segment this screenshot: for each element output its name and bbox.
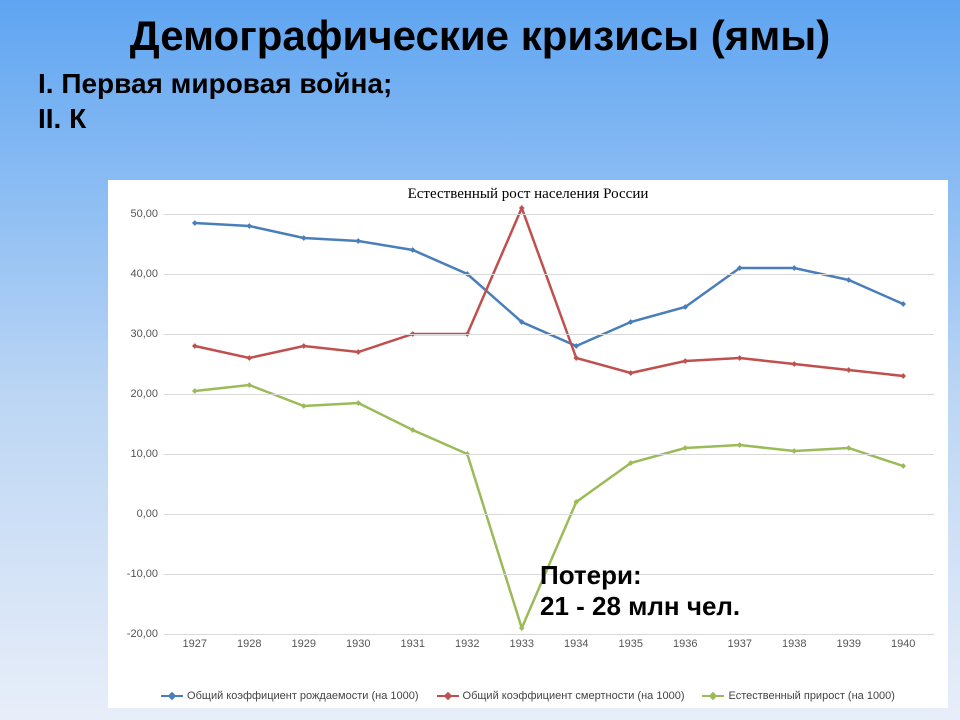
- y-tick-label: 10,00: [130, 448, 164, 460]
- legend-label: Общий коэффициент рождаемости (на 1000): [187, 690, 418, 702]
- x-tick-label: 1932: [455, 634, 479, 650]
- legend-item: Естественный прирост (на 1000): [702, 690, 894, 702]
- series-marker: [737, 355, 743, 361]
- chart-title: Естественный рост населения России: [108, 180, 948, 203]
- series-marker: [846, 445, 852, 451]
- x-tick-label: 1933: [510, 634, 534, 650]
- legend-item: Общий коэффициент смертности (на 1000): [437, 690, 685, 702]
- gridline: [164, 514, 934, 515]
- series-line: [195, 208, 903, 376]
- x-tick-label: 1929: [292, 634, 316, 650]
- series-marker: [737, 442, 743, 448]
- legend-swatch: [437, 695, 459, 697]
- series-marker: [846, 367, 852, 373]
- x-tick-label: 1934: [564, 634, 588, 650]
- series-marker: [791, 265, 797, 271]
- y-tick-label: 0,00: [137, 508, 164, 520]
- legend-label: Естественный прирост (на 1000): [728, 690, 894, 702]
- x-tick-label: 1930: [346, 634, 370, 650]
- series-marker: [355, 238, 361, 244]
- gridline: [164, 334, 934, 335]
- legend-swatch: [702, 695, 724, 697]
- annotation-line-1: Потери:: [540, 560, 740, 591]
- y-tick-label: -10,00: [127, 568, 164, 580]
- gridline: [164, 274, 934, 275]
- y-tick-label: 40,00: [130, 268, 164, 280]
- subtitle-block: I. Первая мировая война; II. К: [0, 60, 960, 136]
- chart-container: Естественный рост населения России -20,0…: [108, 180, 948, 708]
- x-tick-label: 1927: [183, 634, 207, 650]
- gridline: [164, 394, 934, 395]
- series-marker: [301, 343, 307, 349]
- y-tick-label: 30,00: [130, 328, 164, 340]
- series-marker: [246, 223, 252, 229]
- series-marker: [192, 343, 198, 349]
- series-marker: [355, 349, 361, 355]
- slide-content: Демографические кризисы (ямы) I. Первая …: [0, 0, 960, 720]
- x-tick-label: 1940: [891, 634, 915, 650]
- chart-legend: Общий коэффициент рождаемости (на 1000) О…: [108, 690, 948, 702]
- x-tick-label: 1937: [727, 634, 751, 650]
- series-marker: [192, 220, 198, 226]
- series-marker: [900, 463, 906, 469]
- x-tick-label: 1939: [836, 634, 860, 650]
- x-tick-label: 1936: [673, 634, 697, 650]
- series-marker: [791, 361, 797, 367]
- y-tick-label: 20,00: [130, 388, 164, 400]
- series-marker: [682, 358, 688, 364]
- series-marker: [301, 235, 307, 241]
- x-tick-label: 1938: [782, 634, 806, 650]
- losses-annotation: Потери: 21 - 28 млн чел.: [540, 560, 740, 622]
- subtitle-line-1: I. Первая мировая война;: [38, 66, 960, 101]
- x-tick-label: 1935: [618, 634, 642, 650]
- gridline: [164, 454, 934, 455]
- legend-swatch: [161, 695, 183, 697]
- legend-label: Общий коэффициент смертности (на 1000): [463, 690, 685, 702]
- gridline: [164, 214, 934, 215]
- page-title: Демографические кризисы (ямы): [0, 0, 960, 60]
- series-marker: [628, 370, 634, 376]
- series-marker: [682, 445, 688, 451]
- y-tick-label: 50,00: [130, 208, 164, 220]
- annotation-line-2: 21 - 28 млн чел.: [540, 591, 740, 622]
- x-tick-label: 1931: [401, 634, 425, 650]
- legend-item: Общий коэффициент рождаемости (на 1000): [161, 690, 418, 702]
- subtitle-line-2: II. К: [38, 101, 960, 136]
- gridline: [164, 634, 934, 635]
- series-marker: [246, 355, 252, 361]
- series-marker: [900, 373, 906, 379]
- series-marker: [192, 388, 198, 394]
- series-marker: [791, 448, 797, 454]
- x-tick-label: 1928: [237, 634, 261, 650]
- y-tick-label: -20,00: [127, 628, 164, 640]
